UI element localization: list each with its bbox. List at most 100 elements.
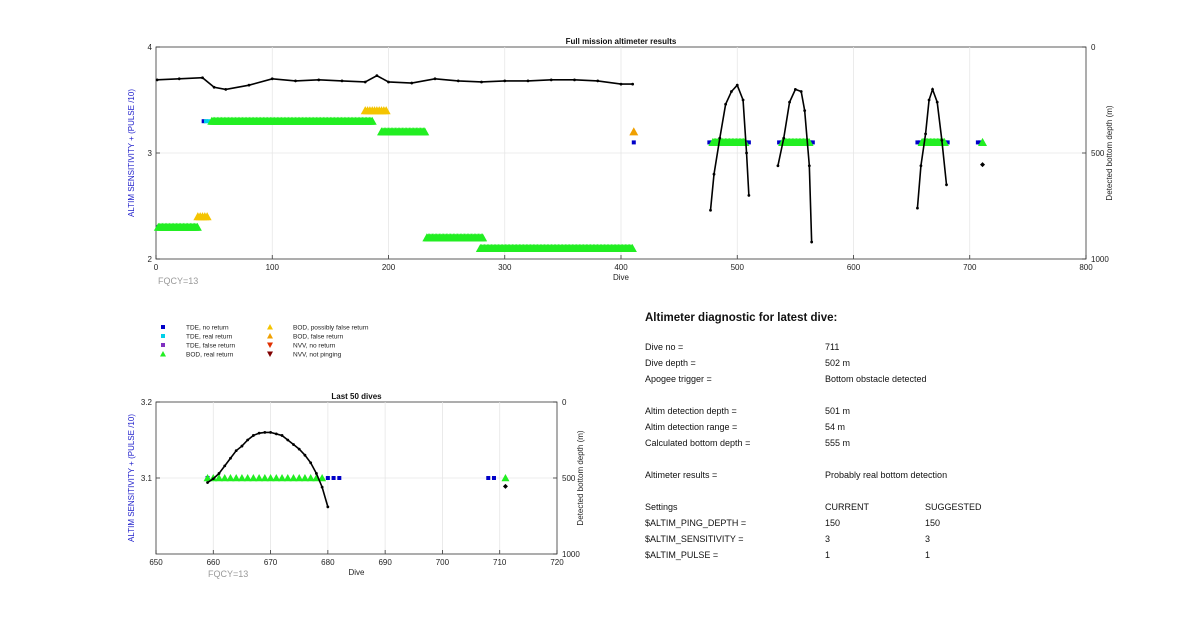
detected-bottom-dive-655-680-point [940,138,944,142]
tde-real-return-marker [206,119,211,124]
x-tick-label: 600 [847,263,861,272]
dive-depth-point [549,78,553,82]
bod-real-return-marker [192,222,202,231]
bod-real-return-marker [367,116,377,125]
detected-bottom-dive-711-point [980,162,986,168]
detected-bottom-dive-475-510-point [747,194,751,197]
tde-no-return-marker [631,140,636,145]
dive-depth-point [433,77,437,81]
dive-depth-point [619,82,623,86]
detected-bottom-dive-475-510-point [724,102,728,106]
sensitivity-suggested: 3 [925,534,931,544]
bod-false-return-marker [629,127,639,136]
chart-title: Full mission altimeter results [566,37,677,46]
legend-bod-false-return-label: BOD, false return [293,334,344,341]
detected-bottom-depth-point [206,481,209,484]
legend-tde-false-return-label: TDE, false return [186,343,236,350]
dive-depth-point [375,74,379,78]
detected-bottom-depth-point [257,431,261,435]
tde-no-return-marker [707,140,712,145]
detected-bottom-depth-point [274,432,278,436]
results-value: Probably real bottom detection [825,470,948,480]
detected-bottom-depth-point [286,438,290,442]
ping-depth-label: $ALTIM_PING_DEPTH = [645,518,747,528]
legend-nvv-no-return-label: NVV, no return [293,343,336,350]
tde-no-return-marker [915,140,920,145]
bod-real-return-marker [289,474,298,482]
x-axis-label: Dive [348,568,365,577]
tde-no-return-marker [486,476,491,480]
bod-real-return-marker [501,474,510,482]
detected-bottom-depth-point [229,456,232,460]
bod-real-return-marker [627,243,637,252]
detected-bottom-dive-475-510-point [718,136,722,140]
sensitivity-label: $ALTIM_SENSITIVITY = [645,534,744,544]
detected-bottom-depth-point [234,449,238,453]
legend-bod-real-return-label: BOD, real return [186,352,234,359]
dive-depth-point [212,85,216,89]
y-tick-label-right: 1000 [562,550,580,559]
detected-bottom-depth-point [246,438,250,442]
detected-bottom-depth-point [297,447,301,451]
detected-bottom-dive-535-565-point [803,109,807,112]
detected-bottom-depth-point [320,485,324,489]
ping-depth-suggested: 150 [925,518,941,528]
diag-row-detect-depth: Altim detection depth = 501 m [645,406,1165,422]
detected-bottom-dive-475-510-point [730,90,733,93]
x-tick-label: 720 [550,558,564,567]
dive-depth-point [155,78,159,82]
x-tick-label: 650 [149,558,163,567]
detected-bottom-depth-point [240,444,244,448]
tde-no-return-marker [975,140,980,145]
sensitivity-current: 3 [825,534,831,544]
detect-depth-value: 501 m [825,406,851,416]
x-tick-label: 710 [493,558,507,567]
settings-label: Settings [645,502,678,512]
bod-real-return-marker [220,474,229,482]
bod-real-return-marker [283,474,292,482]
pulse-current: 1 [825,550,831,560]
current-label: CURRENT [825,502,869,512]
diagnostic-title: Altimeter diagnostic for latest dive: [645,312,838,324]
detected-bottom-depth-point [217,472,221,475]
y-tick-label-right: 1000 [1091,255,1109,264]
tde-no-return-marker [810,140,815,145]
x-tick-label: 500 [731,263,745,272]
tde-no-return-marker [777,140,782,145]
detected-bottom-dive-475-510-point [745,151,748,155]
dive-711-point [502,483,508,489]
detected-bottom-depth-point [303,453,307,457]
bod-real-return-marker [295,474,304,482]
dive-depth-point [340,79,344,83]
x-tick-label: 200 [382,263,396,272]
dive-depth-point [480,80,483,84]
dive-depth-point [596,79,600,83]
diag-row-ping-depth: $ALTIM_PING_DEPTH = 150 150 [645,518,1165,534]
tde-no-return-marker [491,476,496,480]
dive-depth-point [526,79,530,83]
calc-bottom-label: Calculated bottom depth = [645,438,751,448]
bod-real-return-marker [232,474,241,482]
x-tick-label: 670 [264,558,278,567]
detected-bottom-depth-point [223,464,227,468]
bod-real-return-marker [237,474,246,482]
ping-depth-current: 150 [825,518,841,528]
dive-depth-point [387,80,390,84]
detected-bottom-dive-655-680-point [924,132,927,136]
dive-depth-point [363,80,367,84]
diag-row-apogee: Apogee trigger = Bottom obstacle detecte… [645,374,1165,390]
fqcy-annotation: FQCY=13 [208,569,248,579]
bod-real-return-marker [255,474,264,482]
diag-row-pulse: $ALTIM_PULSE = 1 1 [645,550,1165,566]
detected-bottom-depth-line [207,431,329,508]
bod-real-return-marker [300,474,309,482]
diag-row-calc-bottom: Calculated bottom depth = 555 m [645,438,1165,454]
bod-real-return-marker [272,474,281,482]
results-label: Altimeter results = [645,470,718,480]
legend-bod-possibly-false-return-triangle-icon [267,324,273,330]
dive-depth-point [410,81,414,85]
dive-depth-value: 502 m [825,358,851,368]
detected-bottom-dive-655-680-point [945,183,948,187]
y-axis-label-left: ALTIM SENSITIVITY + (PULSE /10) [127,414,136,542]
